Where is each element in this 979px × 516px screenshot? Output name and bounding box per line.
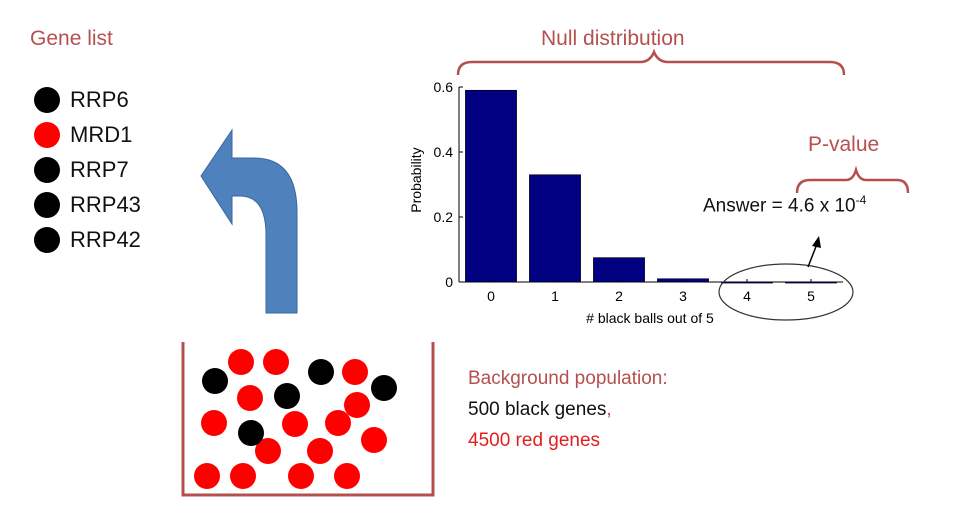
red-ball xyxy=(334,463,360,489)
red-ball xyxy=(255,438,281,464)
bar-5 xyxy=(785,281,837,284)
gene-label: RRP42 xyxy=(70,227,141,252)
y-tick-label: 0 xyxy=(445,274,453,290)
background-red-text: 4500 red genes xyxy=(468,430,601,451)
gene-dot-icon xyxy=(34,192,60,218)
y-axis-label: Probability xyxy=(408,147,424,212)
x-tick-label: 1 xyxy=(551,288,559,304)
gene-dot-icon xyxy=(34,227,60,253)
gene-label: RRP43 xyxy=(70,192,141,217)
red-ball xyxy=(228,349,254,375)
red-ball xyxy=(344,392,370,418)
x-tick-label: 3 xyxy=(679,288,687,304)
gene-label: MRD1 xyxy=(70,122,133,147)
gene-dot-icon xyxy=(34,87,60,113)
bar-1 xyxy=(529,174,581,283)
x-tick-label: 4 xyxy=(743,288,751,304)
x-tick-label: 5 xyxy=(807,288,815,304)
null-distribution-chart: 0 0.2 0.4 0.6 0 1 2 3 4 5 Probability # black ba… xyxy=(408,79,843,326)
red-ball xyxy=(230,463,256,489)
bar-4 xyxy=(721,281,773,284)
y-tick-label: 0.4 xyxy=(434,144,454,160)
pvalue-brace xyxy=(795,165,910,194)
x-axis-label: # black balls out of 5 xyxy=(586,310,714,326)
gene-list-item: RRP43 xyxy=(34,190,141,220)
x-tick-label: 0 xyxy=(487,288,495,304)
answer-prefix: Answer = 4.6 x 10 xyxy=(703,195,856,217)
red-ball xyxy=(288,463,314,489)
red-ball xyxy=(342,359,368,385)
red-ball xyxy=(307,438,333,464)
black-ball xyxy=(238,420,264,446)
gene-list-title: Gene list xyxy=(30,27,113,50)
gene-list-item: MRD1 xyxy=(34,120,132,150)
red-ball xyxy=(325,410,351,436)
pvalue-title: P-value xyxy=(808,133,880,156)
answer-text: Answer = 4.6 x 10-4 xyxy=(703,193,866,217)
gene-list-item: RRP6 xyxy=(34,85,129,115)
sampling-arrow xyxy=(200,128,298,314)
background-black-text: 500 black genes xyxy=(468,399,607,420)
background-container xyxy=(181,342,435,497)
red-ball xyxy=(361,427,387,453)
black-ball xyxy=(371,375,397,401)
red-ball xyxy=(201,410,227,436)
bar-2 xyxy=(593,257,645,283)
bar-0 xyxy=(465,89,517,283)
x-tick-label: 2 xyxy=(615,288,623,304)
gene-label: RRP7 xyxy=(70,157,129,182)
background-balls xyxy=(194,349,397,489)
red-ball xyxy=(194,463,220,489)
gene-list-item: RRP42 xyxy=(34,225,141,255)
null-distribution-title: Null distribution xyxy=(541,27,685,50)
null-distribution-brace xyxy=(456,48,846,76)
tail-highlight-ellipse xyxy=(718,263,854,321)
background-black-line: 500 black genes, xyxy=(468,399,612,421)
black-ball xyxy=(308,359,334,385)
gene-dot-icon xyxy=(34,122,60,148)
answer-pointer-line xyxy=(807,243,818,268)
answer-pointer-head xyxy=(812,236,821,248)
y-tick-label: 0.6 xyxy=(434,79,454,95)
gene-label: RRP6 xyxy=(70,87,129,112)
black-ball xyxy=(202,368,228,394)
black-ball xyxy=(274,383,300,409)
red-ball xyxy=(237,385,263,411)
background-title: Background population: xyxy=(468,368,668,389)
red-ball xyxy=(282,411,308,437)
answer-exponent: -4 xyxy=(855,193,867,207)
gene-dot-icon xyxy=(34,157,60,183)
y-tick-label: 0.2 xyxy=(434,209,454,225)
background-comma: , xyxy=(606,399,612,420)
gene-list-item: RRP7 xyxy=(34,155,129,185)
red-ball xyxy=(263,349,289,375)
